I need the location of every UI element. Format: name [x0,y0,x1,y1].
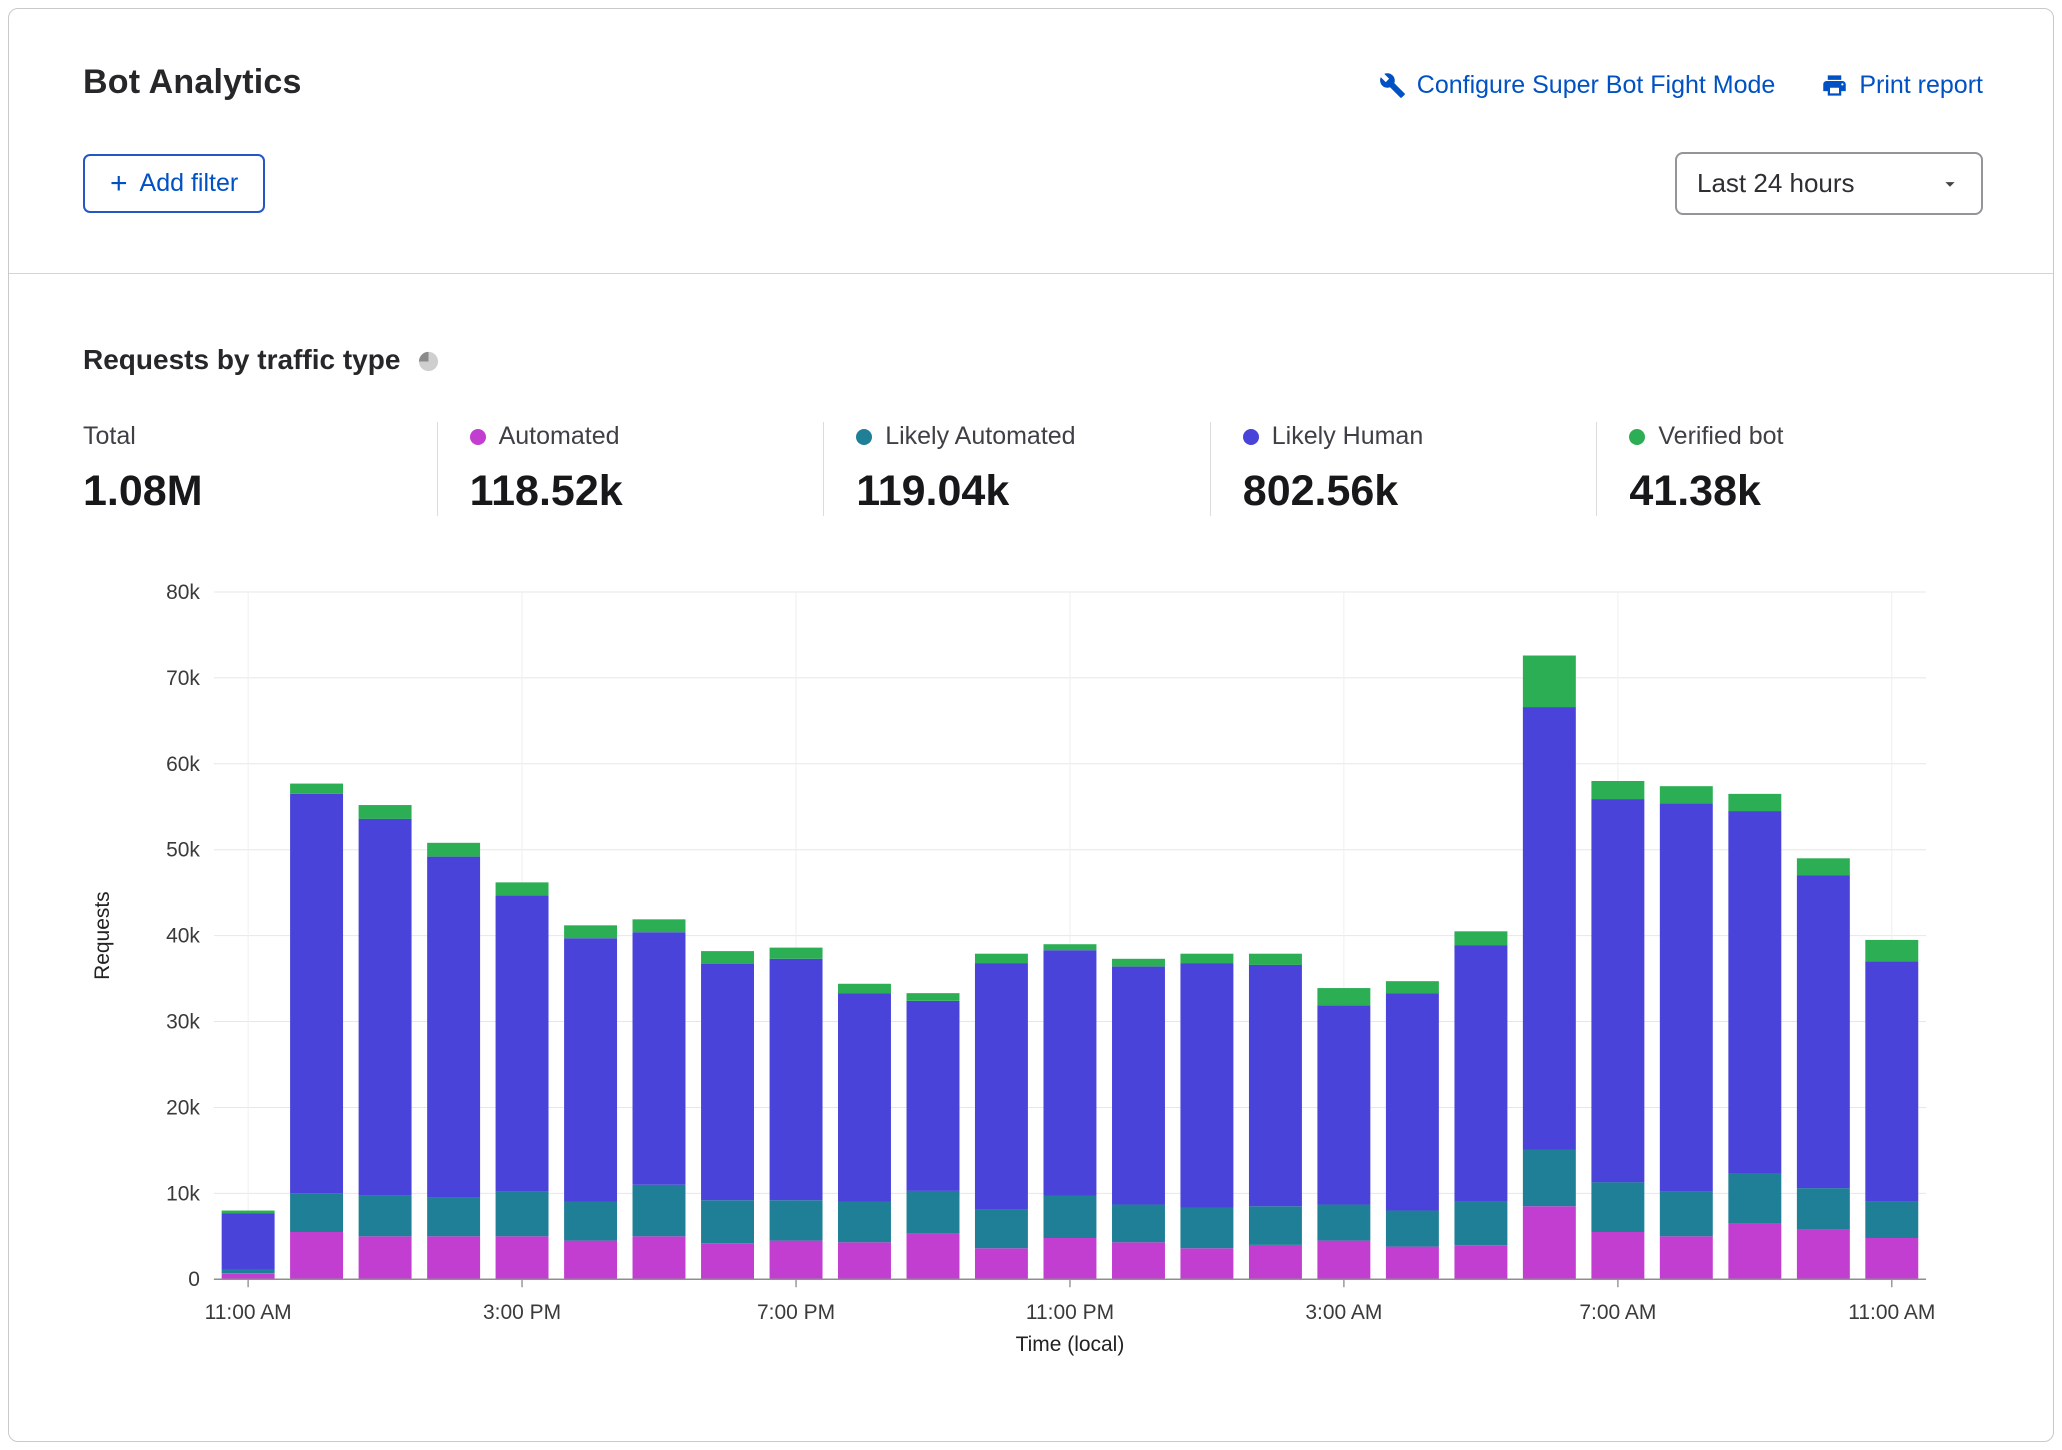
page-title: Bot Analytics [83,63,302,102]
svg-text:11:00 AM: 11:00 AM [1848,1301,1935,1324]
print-link-label: Print report [1859,71,1983,100]
stat-label: Likely Human [1272,422,1423,451]
traffic-stats: Total 1.08M Automated 118.52k Likely Aut… [83,422,1983,516]
svg-text:30k: 30k [166,1011,200,1034]
svg-text:0: 0 [188,1268,200,1291]
svg-text:20k: 20k [166,1096,200,1119]
requests-by-traffic-type-chart: 0 10k 20k 30k 40k 50k 60k 70k 80k 11:00 AM 3:00 PM… [83,580,1983,1359]
svg-text:60k: 60k [166,753,200,776]
stat-total: Total 1.08M [83,422,437,516]
stat-label: Likely Automated [885,422,1075,451]
automated-legend-dot [470,429,486,445]
pie-chart-icon [417,350,440,373]
chevron-down-icon [1939,173,1961,195]
stat-label: Total [83,422,136,451]
card-body: Requests by traffic type Total 1.08M Aut… [9,344,2053,1359]
traffic-chart-svg: 0 10k 20k 30k 40k 50k 60k 70k 80k 11:00 AM 3:00 PM… [83,580,1983,1359]
print-report-link[interactable]: Print report [1821,71,1983,100]
card-divider [9,273,2053,274]
configure-link-label: Configure Super Bot Fight Mode [1417,71,1776,100]
stat-value: 1.08M [83,467,437,516]
card-header: Bot Analytics Configure Super Bot Fight … [9,9,2053,273]
header-links: Configure Super Bot Fight Mode Print rep… [1379,63,1983,100]
time-range-value: Last 24 hours [1697,168,1855,199]
stat-likely-human: Likely Human 802.56k [1210,422,1597,516]
svg-text:40k: 40k [166,925,200,948]
stat-verified-bot: Verified bot 41.38k [1596,422,1983,516]
stat-label: Automated [499,422,620,451]
wrench-icon [1379,72,1406,99]
svg-text:3:00 PM: 3:00 PM [483,1301,561,1324]
svg-text:50k: 50k [166,839,200,862]
bot-analytics-card: Bot Analytics Configure Super Bot Fight … [8,8,2054,1442]
stat-automated: Automated 118.52k [437,422,824,516]
svg-text:11:00 AM: 11:00 AM [205,1301,292,1324]
verified-bot-legend-dot [1629,429,1645,445]
likely-human-legend-dot [1243,429,1259,445]
svg-text:70k: 70k [166,667,200,690]
section-heading: Requests by traffic type [83,344,400,376]
printer-icon [1821,72,1848,99]
stat-value: 119.04k [856,467,1210,516]
configure-super-bot-fight-mode-link[interactable]: Configure Super Bot Fight Mode [1379,71,1776,100]
svg-text:Time (local): Time (local) [1016,1333,1125,1356]
svg-text:10k: 10k [166,1182,200,1205]
svg-text:7:00 AM: 7:00 AM [1579,1301,1656,1324]
plus-icon: + [110,173,128,195]
add-filter-button[interactable]: + Add filter [83,154,265,213]
stat-likely-automated: Likely Automated 119.04k [823,422,1210,516]
svg-text:11:00 PM: 11:00 PM [1026,1301,1114,1324]
stat-value: 118.52k [470,467,824,516]
time-range-select[interactable]: Last 24 hours [1675,152,1983,215]
svg-text:3:00 AM: 3:00 AM [1305,1301,1382,1324]
add-filter-label: Add filter [140,169,239,198]
likely-automated-legend-dot [856,429,872,445]
svg-text:Requests: Requests [91,891,114,980]
stat-value: 41.38k [1629,467,1983,516]
stat-value: 802.56k [1243,467,1597,516]
svg-text:7:00 PM: 7:00 PM [757,1301,835,1324]
stat-label: Verified bot [1658,422,1783,451]
svg-text:80k: 80k [166,581,200,604]
